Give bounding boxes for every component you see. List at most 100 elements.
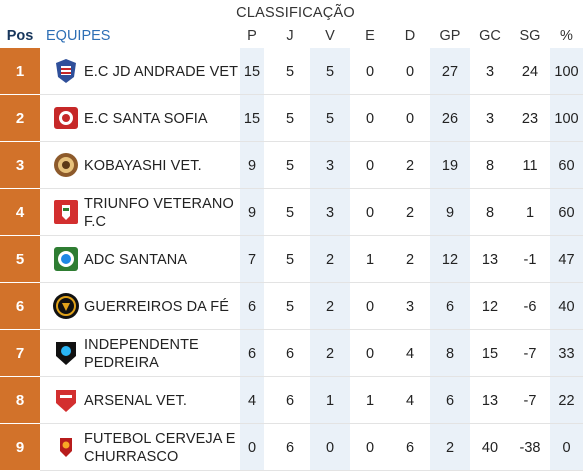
cell-wins: 5 — [310, 95, 350, 142]
cell-goal-difference: -7 — [523, 392, 537, 409]
cell-goals-for: 8 — [430, 330, 470, 377]
cell-goal-difference: -38 — [519, 439, 541, 456]
cell-goals-against: 13 — [481, 251, 499, 268]
cell-points: 9 — [240, 142, 264, 189]
team-logo[interactable] — [52, 151, 80, 179]
header-goals-for[interactable]: GP — [439, 28, 461, 44]
position-badge: 2 — [0, 95, 40, 142]
team-logo[interactable] — [52, 292, 80, 320]
team-logo[interactable] — [52, 198, 80, 226]
team-name[interactable]: KOBAYASHI VET. — [84, 157, 202, 174]
cell-games: 5 — [285, 251, 295, 268]
row-divider — [40, 188, 583, 189]
team-name[interactable]: ARSENAL VET. — [84, 392, 188, 409]
cell-goals-against: 3 — [485, 63, 495, 80]
cell-goal-difference: -6 — [523, 298, 537, 315]
header-wins[interactable]: V — [325, 28, 335, 44]
cell-points: 6 — [240, 283, 264, 330]
table-row[interactable]: 9 FUTEBOL CERVEJA E CHURRASCO 0 6 0 0 6 2 40 -38 0 — [0, 424, 583, 471]
table-row[interactable]: 2 E.C SANTA SOFIA 15 5 5 0 0 26 3 23 100 — [0, 95, 583, 142]
header-games[interactable]: J — [286, 28, 294, 44]
table-row[interactable]: 5 ADC SANTANA 7 5 2 1 2 12 13 -1 47 — [0, 236, 583, 283]
header-goals-against[interactable]: GC — [479, 28, 501, 44]
cell-percentage: 0 — [550, 424, 583, 471]
position-badge: 1 — [0, 48, 40, 95]
row-divider — [40, 423, 583, 424]
team-name[interactable]: TRIUNFO VETERANO F.C — [84, 195, 234, 230]
cell-draws: 1 — [365, 392, 375, 409]
header-draws[interactable]: E — [365, 28, 375, 44]
team-name[interactable]: E.C SANTA SOFIA — [84, 110, 208, 127]
team-name[interactable]: FUTEBOL CERVEJA E CHURRASCO — [84, 430, 236, 465]
cell-percentage: 33 — [550, 330, 583, 377]
row-divider — [40, 470, 583, 471]
header-points[interactable]: P — [247, 28, 257, 44]
team-logo[interactable] — [52, 57, 80, 85]
header-losses[interactable]: D — [404, 28, 416, 44]
cell-losses: 2 — [405, 204, 415, 221]
table-row[interactable]: 1 E.C JD ANDRADE VET 15 5 5 0 0 27 3 24 100 — [0, 48, 583, 95]
team-name[interactable]: ADC SANTANA — [84, 251, 188, 268]
cell-wins: 3 — [310, 142, 350, 189]
table-row[interactable]: 8 ARSENAL VET. 4 6 1 1 4 6 13 -7 22 — [0, 377, 583, 424]
header-pos[interactable]: Pos — [6, 28, 34, 44]
cell-draws: 1 — [365, 251, 375, 268]
position-badge: 3 — [0, 142, 40, 189]
cell-goal-difference: 24 — [521, 63, 539, 80]
team-logo[interactable] — [52, 104, 80, 132]
cell-wins: 2 — [310, 236, 350, 283]
cell-losses: 4 — [405, 392, 415, 409]
cell-games: 6 — [285, 345, 295, 362]
cell-points: 6 — [240, 330, 264, 377]
cell-losses: 0 — [405, 110, 415, 127]
cell-points: 7 — [240, 236, 264, 283]
header-percentage[interactable]: % — [560, 28, 573, 44]
table-title: CLASSIFICAÇÃO — [236, 5, 355, 21]
cell-goal-difference: 23 — [521, 110, 539, 127]
cell-draws: 0 — [365, 110, 375, 127]
cell-points: 4 — [240, 377, 264, 424]
team-logo[interactable] — [52, 339, 80, 367]
cell-wins: 3 — [310, 189, 350, 236]
team-logo[interactable] — [52, 386, 80, 414]
cell-goal-difference: 11 — [522, 157, 538, 174]
team-name[interactable]: INDEPENDENTE PEDREIRA — [84, 336, 199, 371]
row-divider — [40, 282, 583, 283]
cell-percentage: 47 — [550, 236, 583, 283]
cell-wins: 2 — [310, 330, 350, 377]
cell-points: 15 — [240, 48, 264, 95]
cell-games: 5 — [285, 63, 295, 80]
cell-percentage: 60 — [550, 189, 583, 236]
cell-goals-for: 9 — [430, 189, 470, 236]
cell-losses: 2 — [405, 157, 415, 174]
header-team[interactable]: EQUIPES — [46, 28, 111, 44]
cell-goals-against: 3 — [485, 110, 495, 127]
team-name[interactable]: GUERREIROS DA FÉ — [84, 298, 230, 315]
header-goal-difference[interactable]: SG — [519, 28, 541, 44]
cell-draws: 0 — [365, 345, 375, 362]
cell-games: 5 — [285, 298, 295, 315]
cell-percentage: 40 — [550, 283, 583, 330]
cell-percentage: 60 — [550, 142, 583, 189]
cell-draws: 0 — [365, 298, 375, 315]
team-logo[interactable] — [52, 245, 80, 273]
cell-points: 15 — [240, 95, 264, 142]
cell-goals-against: 40 — [481, 439, 499, 456]
cell-points: 9 — [240, 189, 264, 236]
table-row[interactable]: 3 KOBAYASHI VET. 9 5 3 0 2 19 8 11 60 — [0, 142, 583, 189]
team-logo[interactable] — [52, 433, 80, 461]
table-row[interactable]: 4 TRIUNFO VETERANO F.C 9 5 3 0 2 9 8 1 60 — [0, 189, 583, 236]
team-name[interactable]: E.C JD ANDRADE VET — [84, 63, 239, 80]
row-divider — [40, 235, 583, 236]
position-badge: 9 — [0, 424, 40, 471]
table-row[interactable]: 6 GUERREIROS DA FÉ 6 5 2 0 3 6 12 -6 40 — [0, 283, 583, 330]
cell-goals-for: 6 — [430, 283, 470, 330]
position-badge: 7 — [0, 330, 40, 377]
cell-goal-difference: 1 — [525, 204, 535, 221]
cell-goals-for: 2 — [430, 424, 470, 471]
cell-wins: 0 — [310, 424, 350, 471]
cell-goals-for: 26 — [430, 95, 470, 142]
cell-wins: 2 — [310, 283, 350, 330]
cell-wins: 1 — [310, 377, 350, 424]
table-row[interactable]: 7 INDEPENDENTE PEDREIRA 6 6 2 0 4 8 15 -7 33 — [0, 330, 583, 377]
